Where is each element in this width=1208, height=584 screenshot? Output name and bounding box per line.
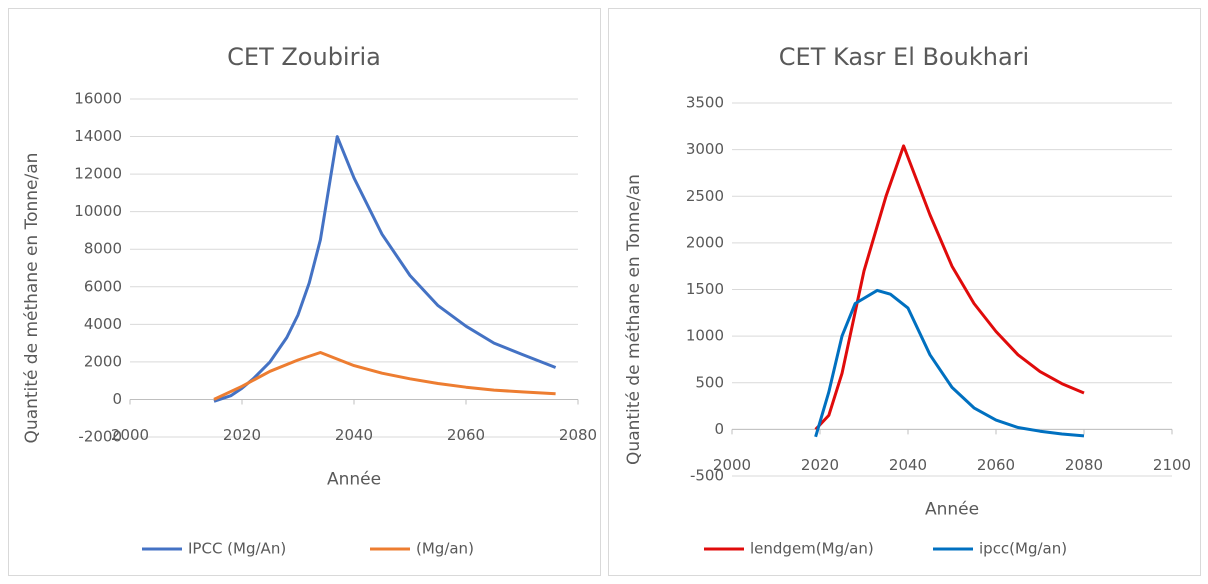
panel-frame	[8, 8, 601, 576]
y-tick-label: 2000	[686, 233, 724, 251]
x-tick-label: 2020	[801, 456, 839, 474]
y-tick-label: 1000	[686, 327, 724, 345]
series-line	[814, 288, 1085, 438]
x-axis-title: Année	[327, 469, 381, 489]
series-line	[814, 144, 1085, 431]
chart-title: CET Zoubiria	[227, 43, 381, 71]
y-tick-label: 500	[695, 373, 724, 391]
y-tick-label: 0	[714, 420, 724, 438]
y-tick-label: 3000	[686, 140, 724, 158]
x-tick-label: 2080	[559, 426, 597, 444]
x-tick-label: 2040	[889, 456, 927, 474]
x-tick-label: 2000	[111, 426, 149, 444]
x-tick-label: 2100	[1153, 456, 1191, 474]
x-tick-label: 2060	[977, 456, 1015, 474]
x-tick-label: 2040	[335, 426, 373, 444]
y-axis-title: Quantité de méthane en Tonne/an	[624, 174, 644, 465]
chart-title: CET Kasr El Boukhari	[779, 43, 1029, 71]
legend-label: (Mg/an)	[416, 540, 474, 558]
series-line	[213, 351, 556, 401]
y-tick-label: 16000	[74, 90, 122, 108]
y-tick-label: 2000	[84, 352, 122, 370]
x-tick-label: 2060	[447, 426, 485, 444]
y-tick-label: 4000	[84, 315, 122, 333]
legend-label: IPCC (Mg/An)	[188, 540, 286, 558]
legend-label: lendgem(Mg/an)	[750, 540, 874, 558]
y-tick-label: 3500	[686, 94, 724, 112]
y-tick-label: 10000	[74, 202, 122, 220]
y-tick-label: 14000	[74, 127, 122, 145]
x-tick-label: 2000	[713, 456, 751, 474]
x-tick-label: 2080	[1065, 456, 1103, 474]
y-tick-label: 12000	[74, 165, 122, 183]
y-tick-label: 0	[112, 390, 122, 408]
legend-label: ipcc(Mg/an)	[979, 540, 1067, 558]
x-axis-title: Année	[925, 499, 979, 519]
panel-frame	[608, 8, 1201, 576]
y-tick-label: -2000	[78, 428, 122, 446]
y-tick-label: -500	[690, 467, 724, 485]
y-axis-title: Quantité de méthane en Tonne/an	[22, 153, 42, 444]
y-tick-label: 2500	[686, 187, 724, 205]
y-tick-label: 6000	[84, 277, 122, 295]
y-tick-label: 8000	[84, 240, 122, 258]
x-tick-label: 2020	[223, 426, 261, 444]
y-tick-label: 1500	[686, 280, 724, 298]
